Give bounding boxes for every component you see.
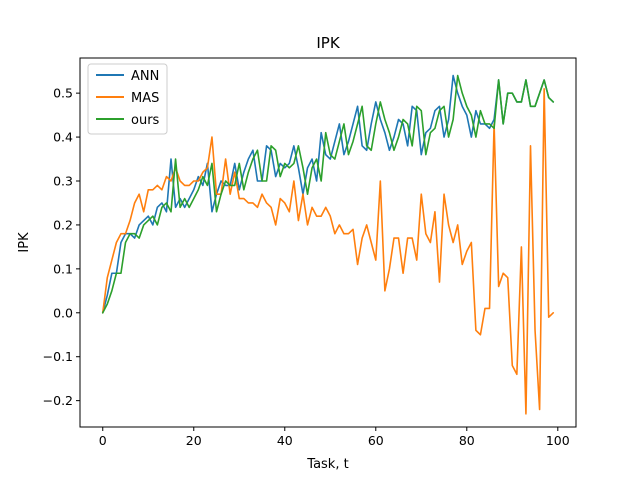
axes-frame [79, 57, 577, 428]
x-axis-label: Task, t [306, 457, 348, 472]
y-tick-label: 0.0 [53, 305, 73, 320]
chart-title: IPK [316, 34, 340, 52]
x-tick-label: 100 [546, 433, 570, 448]
series-layer [101, 74, 555, 415]
legend-label-ann: ANN [131, 69, 159, 84]
x-tick-label: 40 [277, 433, 293, 448]
y-tick-label: −0.1 [43, 349, 73, 364]
x-axis-ticks: 0 20 40 60 80 100 [99, 427, 570, 448]
x-tick-label: 20 [186, 433, 202, 448]
series-line-ours [101, 74, 555, 314]
y-tick-label: −0.2 [43, 393, 73, 408]
series-line-ann [101, 74, 555, 314]
legend-label-mas: MAS [131, 91, 159, 106]
x-tick-label: 60 [368, 433, 384, 448]
y-axis-ticks: −0.2 −0.1 0.0 0.1 0.2 0.3 0.4 0.5 [43, 86, 80, 408]
y-tick-label: 0.3 [53, 174, 73, 189]
x-tick-label: 0 [99, 433, 107, 448]
y-tick-label: 0.2 [53, 217, 73, 232]
series-line-mas [101, 87, 555, 415]
legend-box [87, 63, 168, 135]
legend-label-ours: ours [131, 113, 160, 128]
y-tick-label: 0.1 [53, 261, 73, 276]
x-tick-label: 80 [459, 433, 475, 448]
y-tick-label: 0.5 [53, 86, 73, 101]
y-axis-label: IPK [17, 232, 32, 253]
y-tick-label: 0.4 [53, 130, 73, 145]
legend: ANN MAS ours [87, 63, 168, 135]
